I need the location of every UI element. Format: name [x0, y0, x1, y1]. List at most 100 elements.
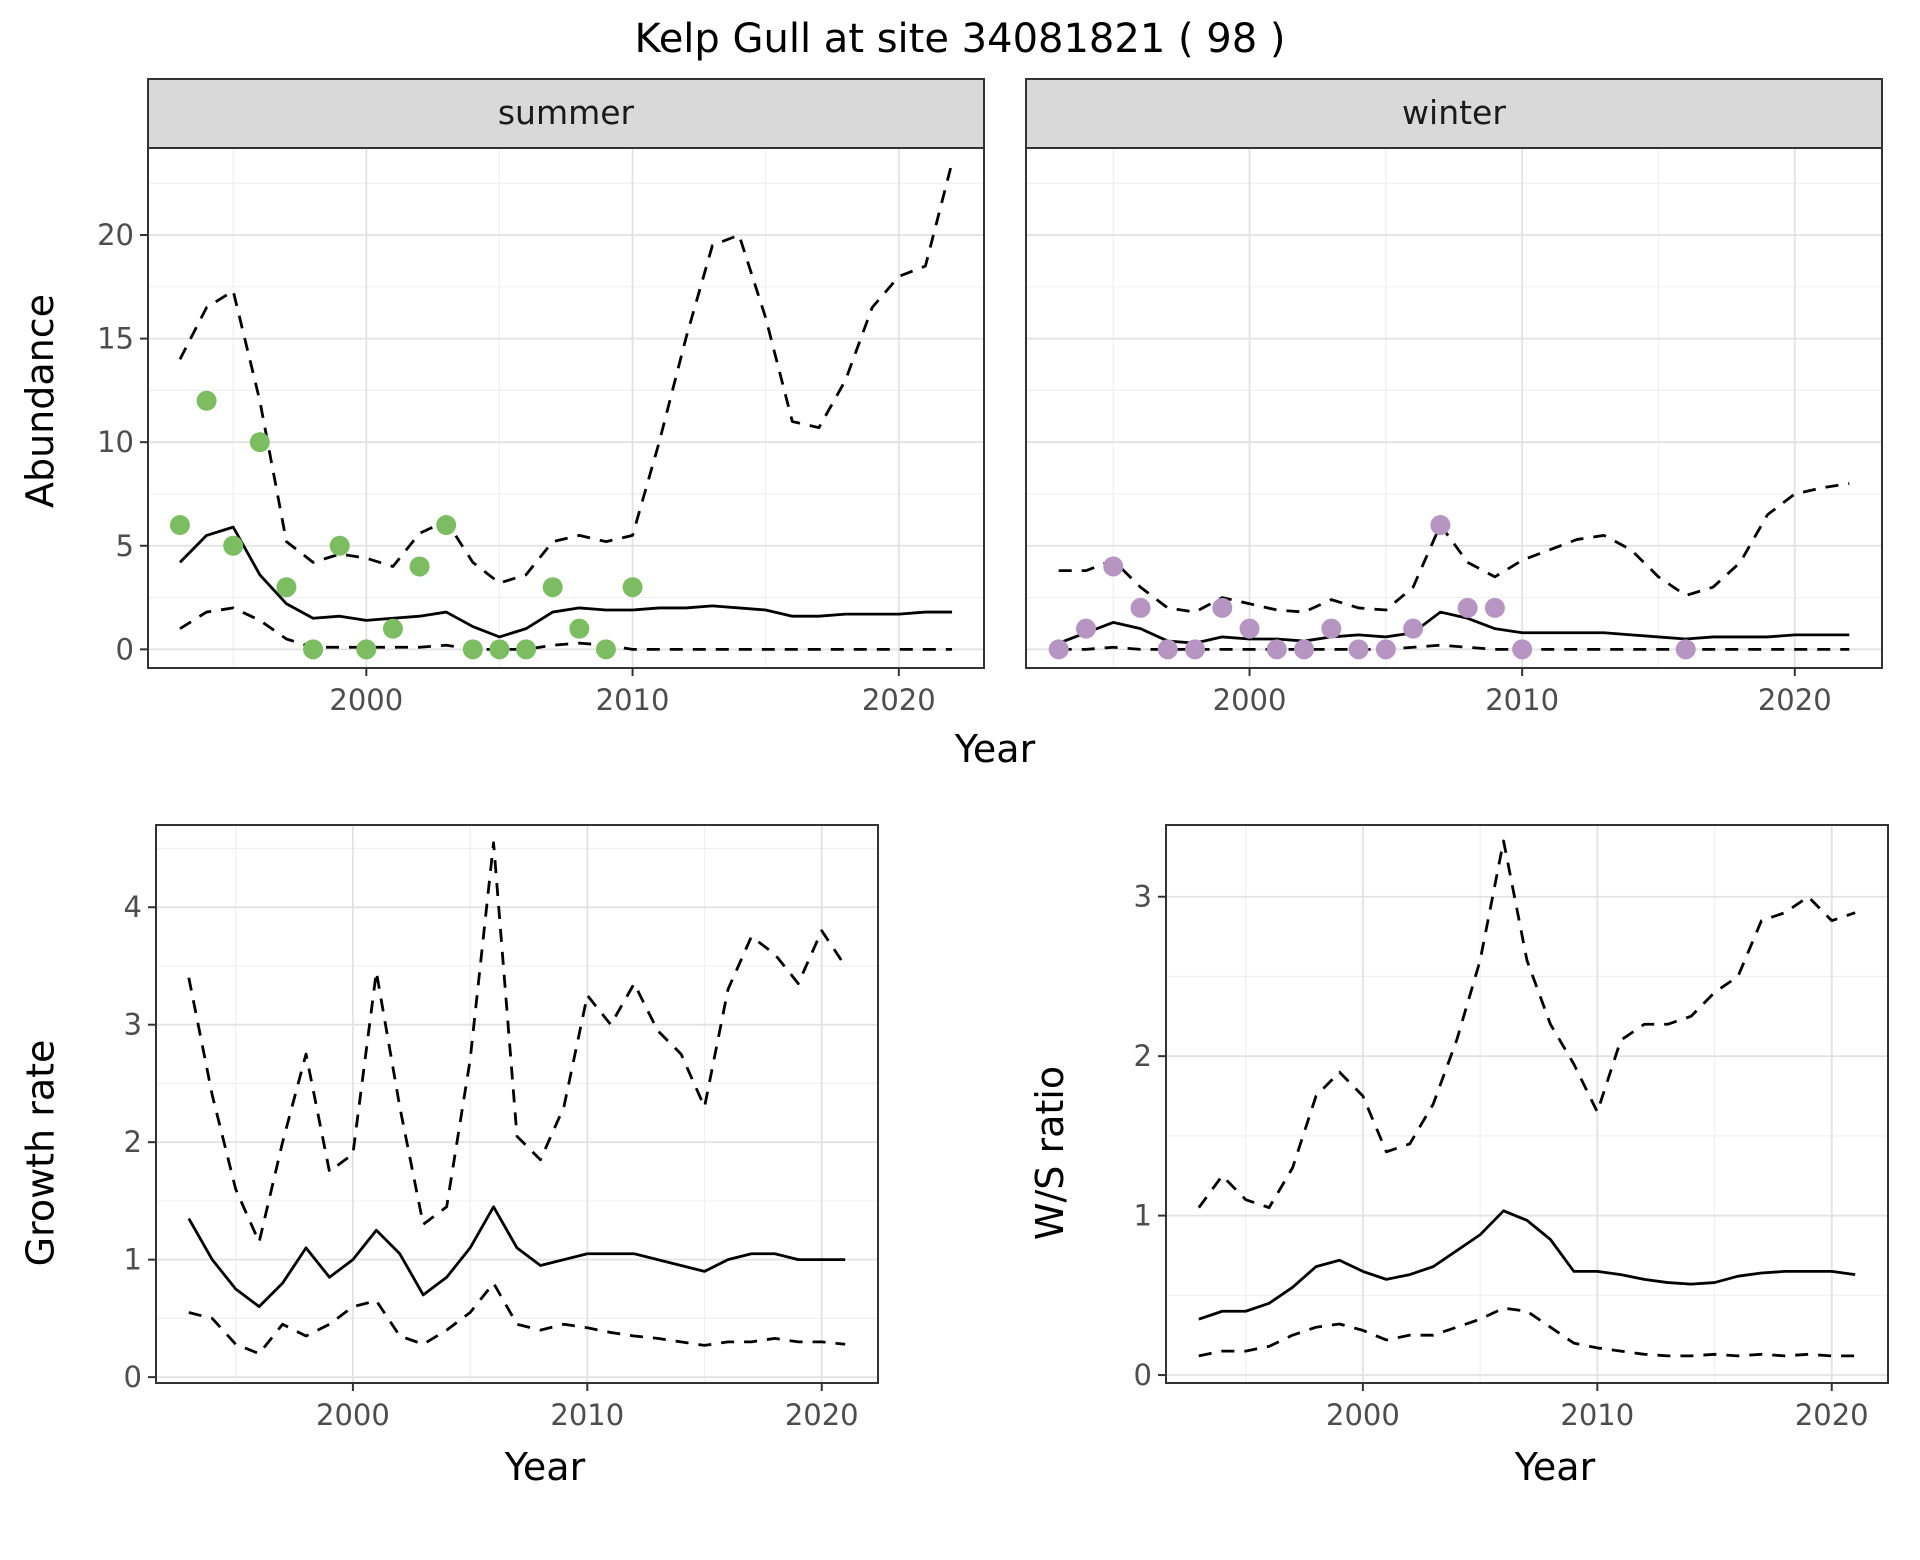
- observation-point: [1512, 639, 1533, 660]
- observation-point: [356, 639, 377, 660]
- observation-point: [1212, 597, 1233, 618]
- growth-axis-title: Growth rate: [18, 1039, 62, 1267]
- observation-point: [1130, 597, 1151, 618]
- y-tick-label: 0: [116, 632, 134, 666]
- series-layer: [1048, 482, 1850, 660]
- y-tick-label: 10: [97, 425, 134, 459]
- plot-title: Kelp Gull at site 34081821 ( 98 ): [634, 16, 1286, 62]
- abundance-summer-panel: 2000 2010 2020 0 5 10 15 20 summer: [97, 78, 985, 717]
- series-layer: [169, 162, 954, 660]
- y-tick-label: 5: [116, 529, 134, 563]
- y-tick-label: 20: [97, 218, 134, 252]
- gridlines: [156, 825, 878, 1383]
- x-tick-label: 2020: [862, 683, 936, 717]
- upper-ci-line: [1058, 482, 1850, 614]
- observation-point: [382, 618, 403, 639]
- abundance-axis-title: Abundance: [18, 293, 63, 508]
- x-tick-label: 2020: [785, 1398, 859, 1432]
- observation-point: [303, 639, 324, 660]
- x-tick-label: 2010: [596, 683, 670, 717]
- ws-ratio-block: W/S ratio 2000 2010 2020 0 1 2 3 Year: [1024, 817, 1906, 1489]
- y-tick-label: 1: [1134, 1199, 1152, 1233]
- observation-point: [1348, 639, 1369, 660]
- gridlines: [1166, 825, 1888, 1383]
- observation-point: [1321, 618, 1342, 639]
- summer-observations: [169, 390, 643, 660]
- observation-point: [196, 390, 217, 411]
- winter-observations: [1048, 515, 1696, 660]
- observation-point: [516, 639, 537, 660]
- panel-border: [155, 824, 879, 1384]
- ws-ratio-inner: 2000 2010 2020 0 1 2 3 Year: [1076, 817, 1906, 1489]
- year-axis-title-growth: Year: [504, 1445, 586, 1489]
- upper-ci-line: [178, 162, 954, 585]
- x-tick-label: 2000: [316, 1398, 390, 1432]
- lower-ci-line: [188, 1281, 846, 1356]
- observation-point: [436, 515, 457, 536]
- x-tick-label: 2020: [1795, 1398, 1869, 1432]
- bottom-row: Growth rate 2000 2010 2020 0 1 2 3 4 Year W/S r…: [0, 817, 1920, 1489]
- y-tick-label: 15: [97, 322, 134, 356]
- year-axis-title-top: Year: [954, 727, 1036, 771]
- y-tick-label: 3: [124, 1008, 142, 1042]
- observation-point: [1403, 618, 1424, 639]
- mean-line: [178, 525, 953, 639]
- y-tick-label: 1: [124, 1243, 142, 1277]
- series-layer: [1197, 839, 1856, 1358]
- observation-point: [1103, 556, 1124, 577]
- ws-axis-title-wrap: W/S ratio: [1024, 817, 1076, 1489]
- abundance-winter-panel: 2000 2010 2020 winter: [1025, 78, 1883, 717]
- abundance-facet-row: Abundance 2000 2010 2020 0 5 10 15 20 summer 200…: [0, 78, 1920, 723]
- y-tick-label: 0: [1134, 1358, 1152, 1392]
- y-tick-label: 4: [124, 890, 142, 924]
- x-tick-label: 2010: [1485, 683, 1559, 717]
- observation-point: [595, 639, 616, 660]
- upper-ci-line: [1197, 839, 1856, 1210]
- abundance-axis-title-wrap: Abundance: [14, 78, 66, 723]
- observation-point: [1484, 597, 1505, 618]
- ws-axis-title: W/S ratio: [1028, 1065, 1073, 1241]
- year-axis-title-ws: Year: [1514, 1445, 1596, 1489]
- lower-ci-line: [1058, 643, 1850, 651]
- growth-axis-title-wrap: Growth rate: [14, 817, 66, 1489]
- x-tick-label: 2000: [329, 683, 403, 717]
- panel-background: [156, 825, 878, 1383]
- observation-point: [1239, 618, 1260, 639]
- x-tick-label: 2020: [1758, 683, 1832, 717]
- observation-point: [489, 639, 510, 660]
- mean-line: [1198, 1209, 1856, 1321]
- facet-strip-label: winter: [1402, 93, 1506, 132]
- y-tick-label: 3: [1134, 880, 1152, 914]
- mean-line: [187, 1205, 846, 1309]
- ws-ratio-panel: 2000 2010 2020 0 1 2 3: [1134, 824, 1889, 1432]
- panel-background: [1026, 148, 1882, 668]
- observation-point: [1075, 618, 1096, 639]
- observation-point: [1457, 597, 1478, 618]
- observation-point: [1048, 639, 1069, 660]
- series-layer: [187, 841, 847, 1356]
- facet-strip: [1025, 78, 1883, 149]
- panel-border: [1165, 824, 1889, 1384]
- observation-point: [462, 639, 483, 660]
- gridlines: [148, 148, 984, 668]
- observation-point: [1375, 639, 1396, 660]
- observation-point: [409, 556, 430, 577]
- facet-strip: [147, 78, 985, 149]
- y-tick-label: 2: [1134, 1039, 1152, 1073]
- x-tick-label: 2010: [1560, 1398, 1634, 1432]
- axis-ticks: 2000 2010 2020 0 1 2 3: [1134, 880, 1869, 1432]
- y-tick-label: 0: [124, 1360, 142, 1394]
- observation-point: [1675, 639, 1696, 660]
- observation-point: [1294, 639, 1315, 660]
- facet-strip-label: summer: [498, 93, 635, 132]
- observation-point: [1185, 639, 1206, 660]
- y-tick-label: 2: [124, 1125, 142, 1159]
- observation-point: [1430, 515, 1451, 536]
- observation-point: [542, 577, 563, 598]
- axis-ticks: 2000 2010 2020: [1213, 668, 1832, 717]
- observation-point: [276, 577, 297, 598]
- observation-point: [569, 618, 590, 639]
- x-tick-label: 2000: [1213, 683, 1287, 717]
- axis-ticks: 2000 2010 2020 0 1 2 3 4: [124, 890, 859, 1432]
